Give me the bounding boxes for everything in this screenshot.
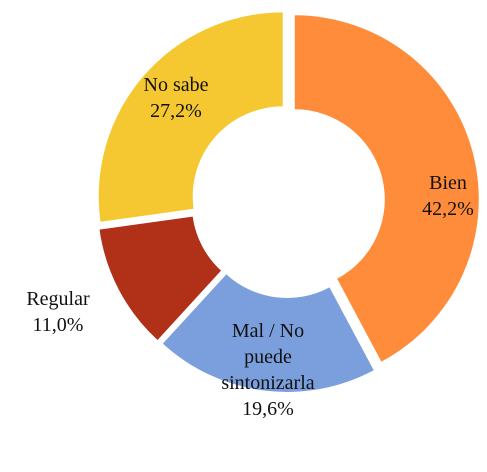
value-label: 19,6% [242,398,294,420]
value-label: 42,2% [422,198,474,220]
slice-label: Mal / No puede sintonizarla 19,6% [221,318,316,422]
value-label: 11,0% [32,314,84,336]
slice-label: Bien 42,2% [403,170,487,222]
value-label: 27,2% [150,100,202,122]
slice-label: Regular 11,0% [0,286,118,338]
slice [99,216,222,340]
category-label: Regular [26,288,90,310]
category-label: Bien [429,172,467,194]
slice-label: No sabe 27,2% [116,72,236,124]
slice [98,12,283,222]
category-label: Mal / No puede sintonizarla [221,320,315,394]
slice [162,274,374,392]
category-label: No sabe [143,74,209,96]
slice [294,15,479,362]
